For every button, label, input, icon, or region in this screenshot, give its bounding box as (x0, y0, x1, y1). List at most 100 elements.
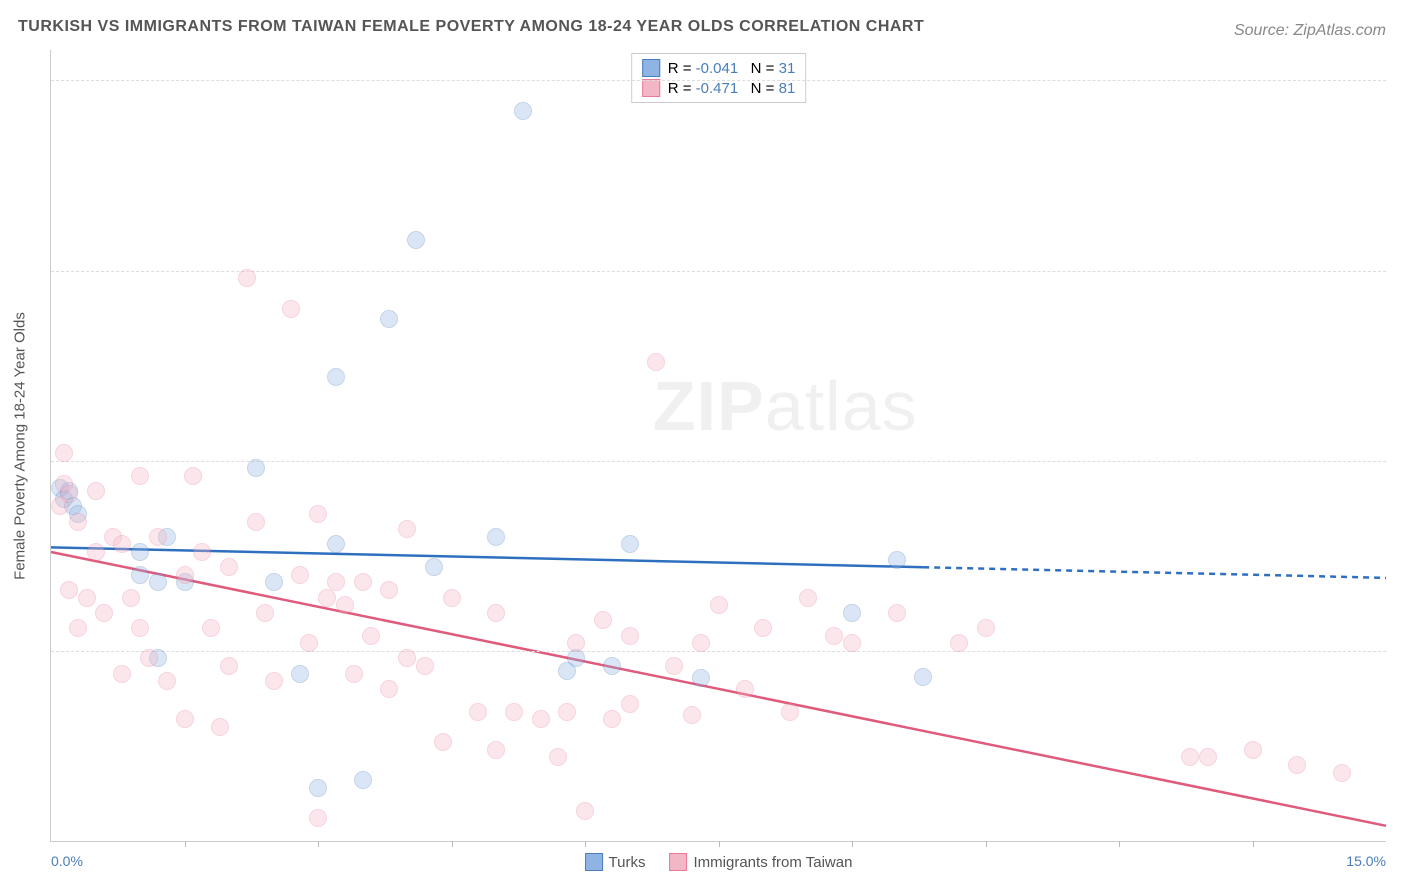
data-point (238, 269, 256, 287)
data-point (291, 665, 309, 683)
data-point (69, 619, 87, 637)
data-point (710, 596, 728, 614)
x-axis-max-label: 15.0% (1346, 853, 1386, 869)
data-point (247, 513, 265, 531)
data-point (345, 665, 363, 683)
data-point (781, 703, 799, 721)
data-point (336, 596, 354, 614)
data-point (888, 551, 906, 569)
data-point (914, 668, 932, 686)
data-point (220, 558, 238, 576)
legend-swatch (642, 59, 660, 77)
data-point (825, 627, 843, 645)
data-point (505, 703, 523, 721)
x-tick (585, 841, 586, 847)
gridline (51, 80, 1386, 81)
data-point (950, 634, 968, 652)
data-point (977, 619, 995, 637)
data-point (514, 102, 532, 120)
x-tick (185, 841, 186, 847)
y-axis-label: Female Poverty Among 18-24 Year Olds (12, 312, 29, 580)
data-point (220, 657, 238, 675)
x-tick (452, 841, 453, 847)
data-point (647, 353, 665, 371)
y-tick-label: 50.0% (1396, 72, 1406, 88)
data-point (754, 619, 772, 637)
y-tick-label: 37.5% (1396, 263, 1406, 279)
data-point (265, 672, 283, 690)
data-point (184, 467, 202, 485)
data-point (1244, 741, 1262, 759)
data-point (558, 703, 576, 721)
legend-swatch (670, 853, 688, 871)
data-point (291, 566, 309, 584)
data-point (327, 535, 345, 553)
data-point (888, 604, 906, 622)
chart-area: Female Poverty Among 18-24 Year Olds ZIP… (50, 50, 1386, 842)
data-point (407, 231, 425, 249)
trend-lines (51, 50, 1386, 841)
data-point (567, 634, 585, 652)
x-tick (986, 841, 987, 847)
data-point (380, 680, 398, 698)
data-point (736, 680, 754, 698)
data-point (594, 611, 612, 629)
data-point (55, 444, 73, 462)
legend-text: R = -0.041 N = 31 (668, 60, 796, 77)
data-point (202, 619, 220, 637)
data-point (603, 657, 621, 675)
legend-row: R = -0.041 N = 31 (642, 58, 796, 78)
data-point (354, 771, 372, 789)
data-point (87, 543, 105, 561)
data-point (211, 718, 229, 736)
data-point (87, 482, 105, 500)
data-point (265, 573, 283, 591)
gridline (51, 651, 1386, 652)
data-point (443, 589, 461, 607)
data-point (469, 703, 487, 721)
data-point (487, 604, 505, 622)
plot-region: ZIPatlas R = -0.041 N = 31 R = -0.471 N =… (50, 50, 1386, 842)
legend-swatch (642, 79, 660, 97)
x-tick (1119, 841, 1120, 847)
data-point (487, 528, 505, 546)
data-point (843, 604, 861, 622)
data-point (256, 604, 274, 622)
data-point (309, 505, 327, 523)
data-point (149, 573, 167, 591)
series-legend: Turks Immigrants from Taiwan (585, 853, 853, 871)
x-tick (719, 841, 720, 847)
data-point (362, 627, 380, 645)
data-point (621, 535, 639, 553)
legend-swatch (585, 853, 603, 871)
data-point (327, 573, 345, 591)
data-point (416, 657, 434, 675)
data-point (799, 589, 817, 607)
data-point (621, 695, 639, 713)
data-point (603, 710, 621, 728)
series-legend-item: Turks (585, 853, 646, 871)
data-point (487, 741, 505, 759)
data-point (665, 657, 683, 675)
data-point (149, 528, 167, 546)
data-point (95, 604, 113, 622)
data-point (692, 634, 710, 652)
data-point (1199, 748, 1217, 766)
data-point (140, 649, 158, 667)
data-point (380, 581, 398, 599)
data-point (60, 485, 78, 503)
data-point (532, 710, 550, 728)
data-point (380, 310, 398, 328)
data-point (78, 589, 96, 607)
data-point (176, 710, 194, 728)
data-point (158, 672, 176, 690)
data-point (621, 627, 639, 645)
data-point (282, 300, 300, 318)
legend-text: R = -0.471 N = 81 (668, 80, 796, 97)
series-name: Immigrants from Taiwan (694, 854, 853, 871)
data-point (398, 649, 416, 667)
watermark: ZIPatlas (653, 366, 918, 446)
data-point (131, 543, 149, 561)
data-point (69, 513, 87, 531)
series-legend-item: Immigrants from Taiwan (670, 853, 853, 871)
